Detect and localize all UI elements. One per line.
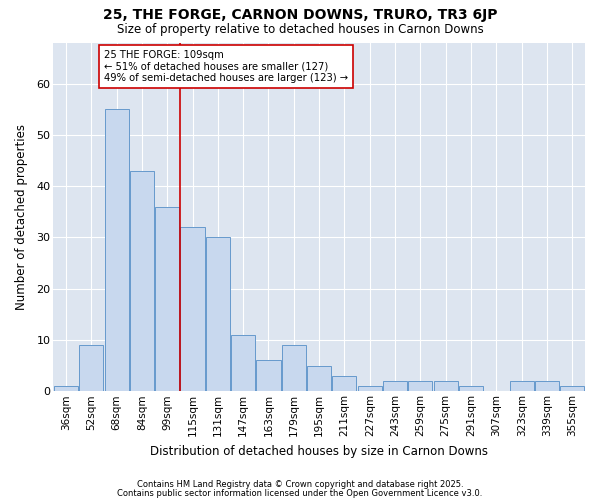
- Bar: [509, 381, 534, 392]
- Text: Contains HM Land Registry data © Crown copyright and database right 2025.: Contains HM Land Registry data © Crown c…: [137, 480, 463, 489]
- Bar: [130, 170, 154, 392]
- Text: 25 THE FORGE: 109sqm
← 51% of detached houses are smaller (127)
49% of semi-deta: 25 THE FORGE: 109sqm ← 51% of detached h…: [104, 50, 348, 84]
- Bar: [155, 206, 179, 392]
- Bar: [560, 386, 584, 392]
- Bar: [206, 238, 230, 392]
- Bar: [307, 366, 331, 392]
- Text: Contains public sector information licensed under the Open Government Licence v3: Contains public sector information licen…: [118, 488, 482, 498]
- Bar: [409, 381, 433, 392]
- Text: Size of property relative to detached houses in Carnon Downs: Size of property relative to detached ho…: [116, 22, 484, 36]
- Y-axis label: Number of detached properties: Number of detached properties: [15, 124, 28, 310]
- Bar: [535, 381, 559, 392]
- Bar: [54, 386, 78, 392]
- Bar: [332, 376, 356, 392]
- Bar: [181, 227, 205, 392]
- Bar: [256, 360, 281, 392]
- Bar: [79, 345, 103, 392]
- Bar: [358, 386, 382, 392]
- Bar: [459, 386, 483, 392]
- Bar: [434, 381, 458, 392]
- Text: 25, THE FORGE, CARNON DOWNS, TRURO, TR3 6JP: 25, THE FORGE, CARNON DOWNS, TRURO, TR3 …: [103, 8, 497, 22]
- Bar: [282, 345, 306, 392]
- Bar: [104, 109, 128, 392]
- Bar: [231, 335, 255, 392]
- Bar: [383, 381, 407, 392]
- X-axis label: Distribution of detached houses by size in Carnon Downs: Distribution of detached houses by size …: [150, 444, 488, 458]
